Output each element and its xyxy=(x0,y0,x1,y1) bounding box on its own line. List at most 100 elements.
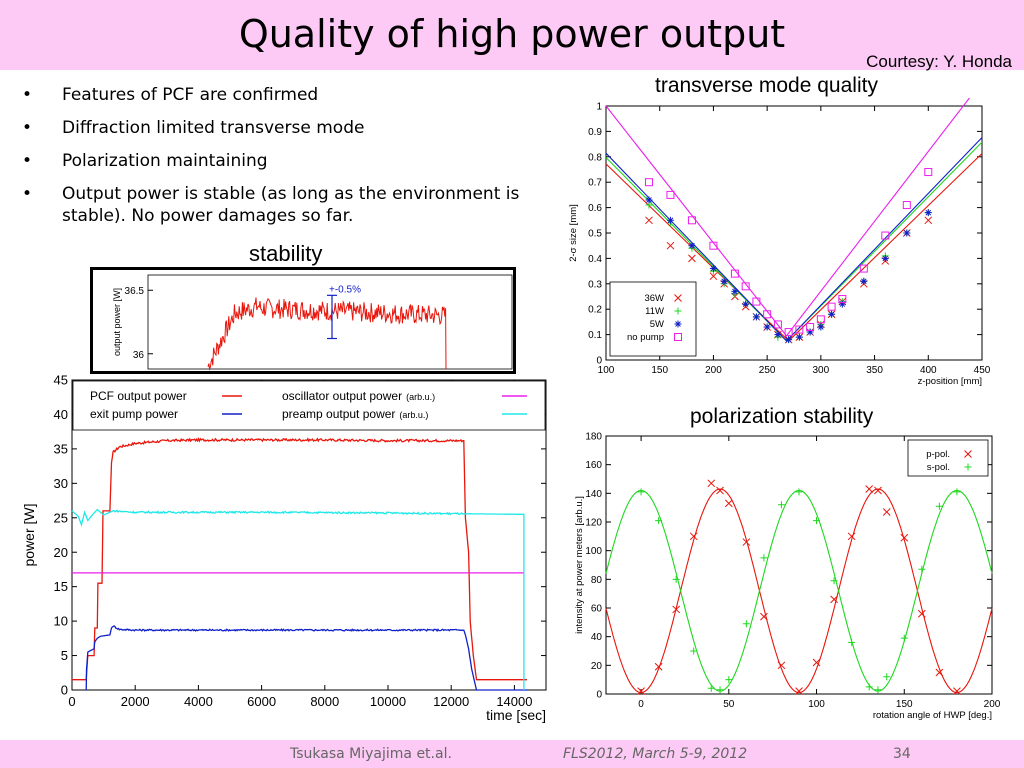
data-point xyxy=(774,331,782,339)
y-tick-label: 1 xyxy=(596,102,602,113)
series-line-4 xyxy=(71,508,525,690)
footer-author: Tsukasa Miyajima et.al. xyxy=(290,746,452,762)
data-point xyxy=(883,673,891,681)
y-tick-label: 10 xyxy=(54,614,68,629)
x-tick-label: 6000 xyxy=(247,694,276,709)
data-point xyxy=(763,310,772,319)
data-point xyxy=(881,254,889,262)
data-point xyxy=(690,647,698,655)
polarization-caption: polarization stability xyxy=(690,405,874,428)
data-point xyxy=(874,686,882,694)
x-tick-label: 300 xyxy=(813,365,830,376)
data-point xyxy=(953,488,961,496)
y-tick-label: 120 xyxy=(585,518,602,529)
y-tick-label: 0.7 xyxy=(588,178,602,189)
y-tick-label: 40 xyxy=(54,407,68,422)
inset-y-axis-label: output power [W] xyxy=(112,288,122,356)
x-tick-label: 4000 xyxy=(184,694,213,709)
data-point xyxy=(666,241,675,250)
data-point xyxy=(709,272,718,281)
bullet-marker: • xyxy=(22,184,33,204)
stability-caption: stability xyxy=(249,241,323,266)
data-point xyxy=(666,190,675,199)
data-point xyxy=(817,323,825,331)
legend-label: exit pump power xyxy=(90,407,178,421)
data-point xyxy=(672,575,680,583)
data-point xyxy=(674,294,682,302)
data-point xyxy=(838,295,847,304)
y-tick-label: 160 xyxy=(585,460,602,471)
data-point xyxy=(637,687,645,695)
inset-annotation: +-0.5% xyxy=(329,284,361,295)
y-tick-label: 60 xyxy=(591,604,603,615)
data-point xyxy=(900,533,909,542)
data-point xyxy=(917,609,926,618)
y-tick-label: 0 xyxy=(596,690,602,701)
x-tick-label: 100 xyxy=(808,699,825,710)
data-point xyxy=(720,277,728,285)
x-tick-label: 350 xyxy=(866,365,883,376)
plot-frame xyxy=(605,435,993,695)
data-point xyxy=(731,287,739,295)
y-tick-label: 20 xyxy=(54,545,68,560)
title-bar xyxy=(0,0,1024,70)
data-point xyxy=(859,264,868,273)
inset-y-tick-label: 36 xyxy=(133,350,145,361)
data-point xyxy=(654,662,663,671)
data-point xyxy=(742,300,750,308)
legend-label: no pump xyxy=(627,332,664,343)
x-tick-label: 200 xyxy=(984,699,1000,710)
data-point xyxy=(716,686,724,694)
transverse-mode-chart: 100 150 200 250 300 350 400 450 0 0.1 0.2 0.3 0.4 0.5… xyxy=(568,98,991,387)
y-tick-label: 20 xyxy=(591,661,603,672)
data-point xyxy=(672,605,681,614)
data-point xyxy=(784,328,793,337)
y-tick-label: 0.4 xyxy=(588,254,602,265)
y-tick-label: 30 xyxy=(54,476,68,491)
series-points-2 xyxy=(637,488,961,694)
data-point xyxy=(777,501,785,509)
y-tick-label: 0.6 xyxy=(588,203,602,214)
data-point xyxy=(674,320,682,328)
data-point xyxy=(741,282,750,291)
data-point xyxy=(828,310,836,318)
data-point xyxy=(752,313,760,321)
y-axis-label: power [W] xyxy=(21,503,37,566)
data-point xyxy=(725,676,733,684)
power-time-chart: 0 2000 4000 6000 8000 10000 12000 14000 0 5 10 15 20… xyxy=(21,373,547,723)
data-point xyxy=(742,620,750,628)
transverse-caption: transverse mode quality xyxy=(655,74,878,97)
data-point xyxy=(882,508,891,516)
data-point xyxy=(935,502,943,510)
data-point xyxy=(964,463,972,471)
slide-title: Quality of high power output xyxy=(238,12,786,56)
data-point xyxy=(674,307,682,315)
data-point xyxy=(860,277,868,285)
data-point xyxy=(763,323,771,331)
y-tick-label: 180 xyxy=(585,432,602,443)
data-point xyxy=(874,486,882,495)
x-tick-label: 400 xyxy=(920,365,937,376)
series-line-1 xyxy=(72,437,527,681)
x-tick-label: 2000 xyxy=(121,694,150,709)
data-point xyxy=(760,554,768,562)
data-point xyxy=(935,668,944,677)
data-point xyxy=(848,638,856,646)
data-point xyxy=(785,336,793,344)
data-point xyxy=(666,216,674,224)
legend-label: s-pol. xyxy=(927,462,950,473)
fit-line-3 xyxy=(605,137,983,342)
y-tick-label: 35 xyxy=(54,441,68,456)
x-tick-label: 10000 xyxy=(370,694,406,709)
series-points-3 xyxy=(645,196,932,344)
x-axis-label: z-position [mm] xyxy=(918,376,982,387)
y-tick-label: 15 xyxy=(54,579,68,594)
data-point xyxy=(637,488,645,496)
data-point xyxy=(830,595,838,604)
x-axis-label: time [sec] xyxy=(486,707,546,723)
x-tick-label: 14000 xyxy=(496,694,532,709)
legend-label: 11W xyxy=(645,306,664,317)
data-point xyxy=(645,196,653,204)
series-points-1 xyxy=(637,479,961,695)
